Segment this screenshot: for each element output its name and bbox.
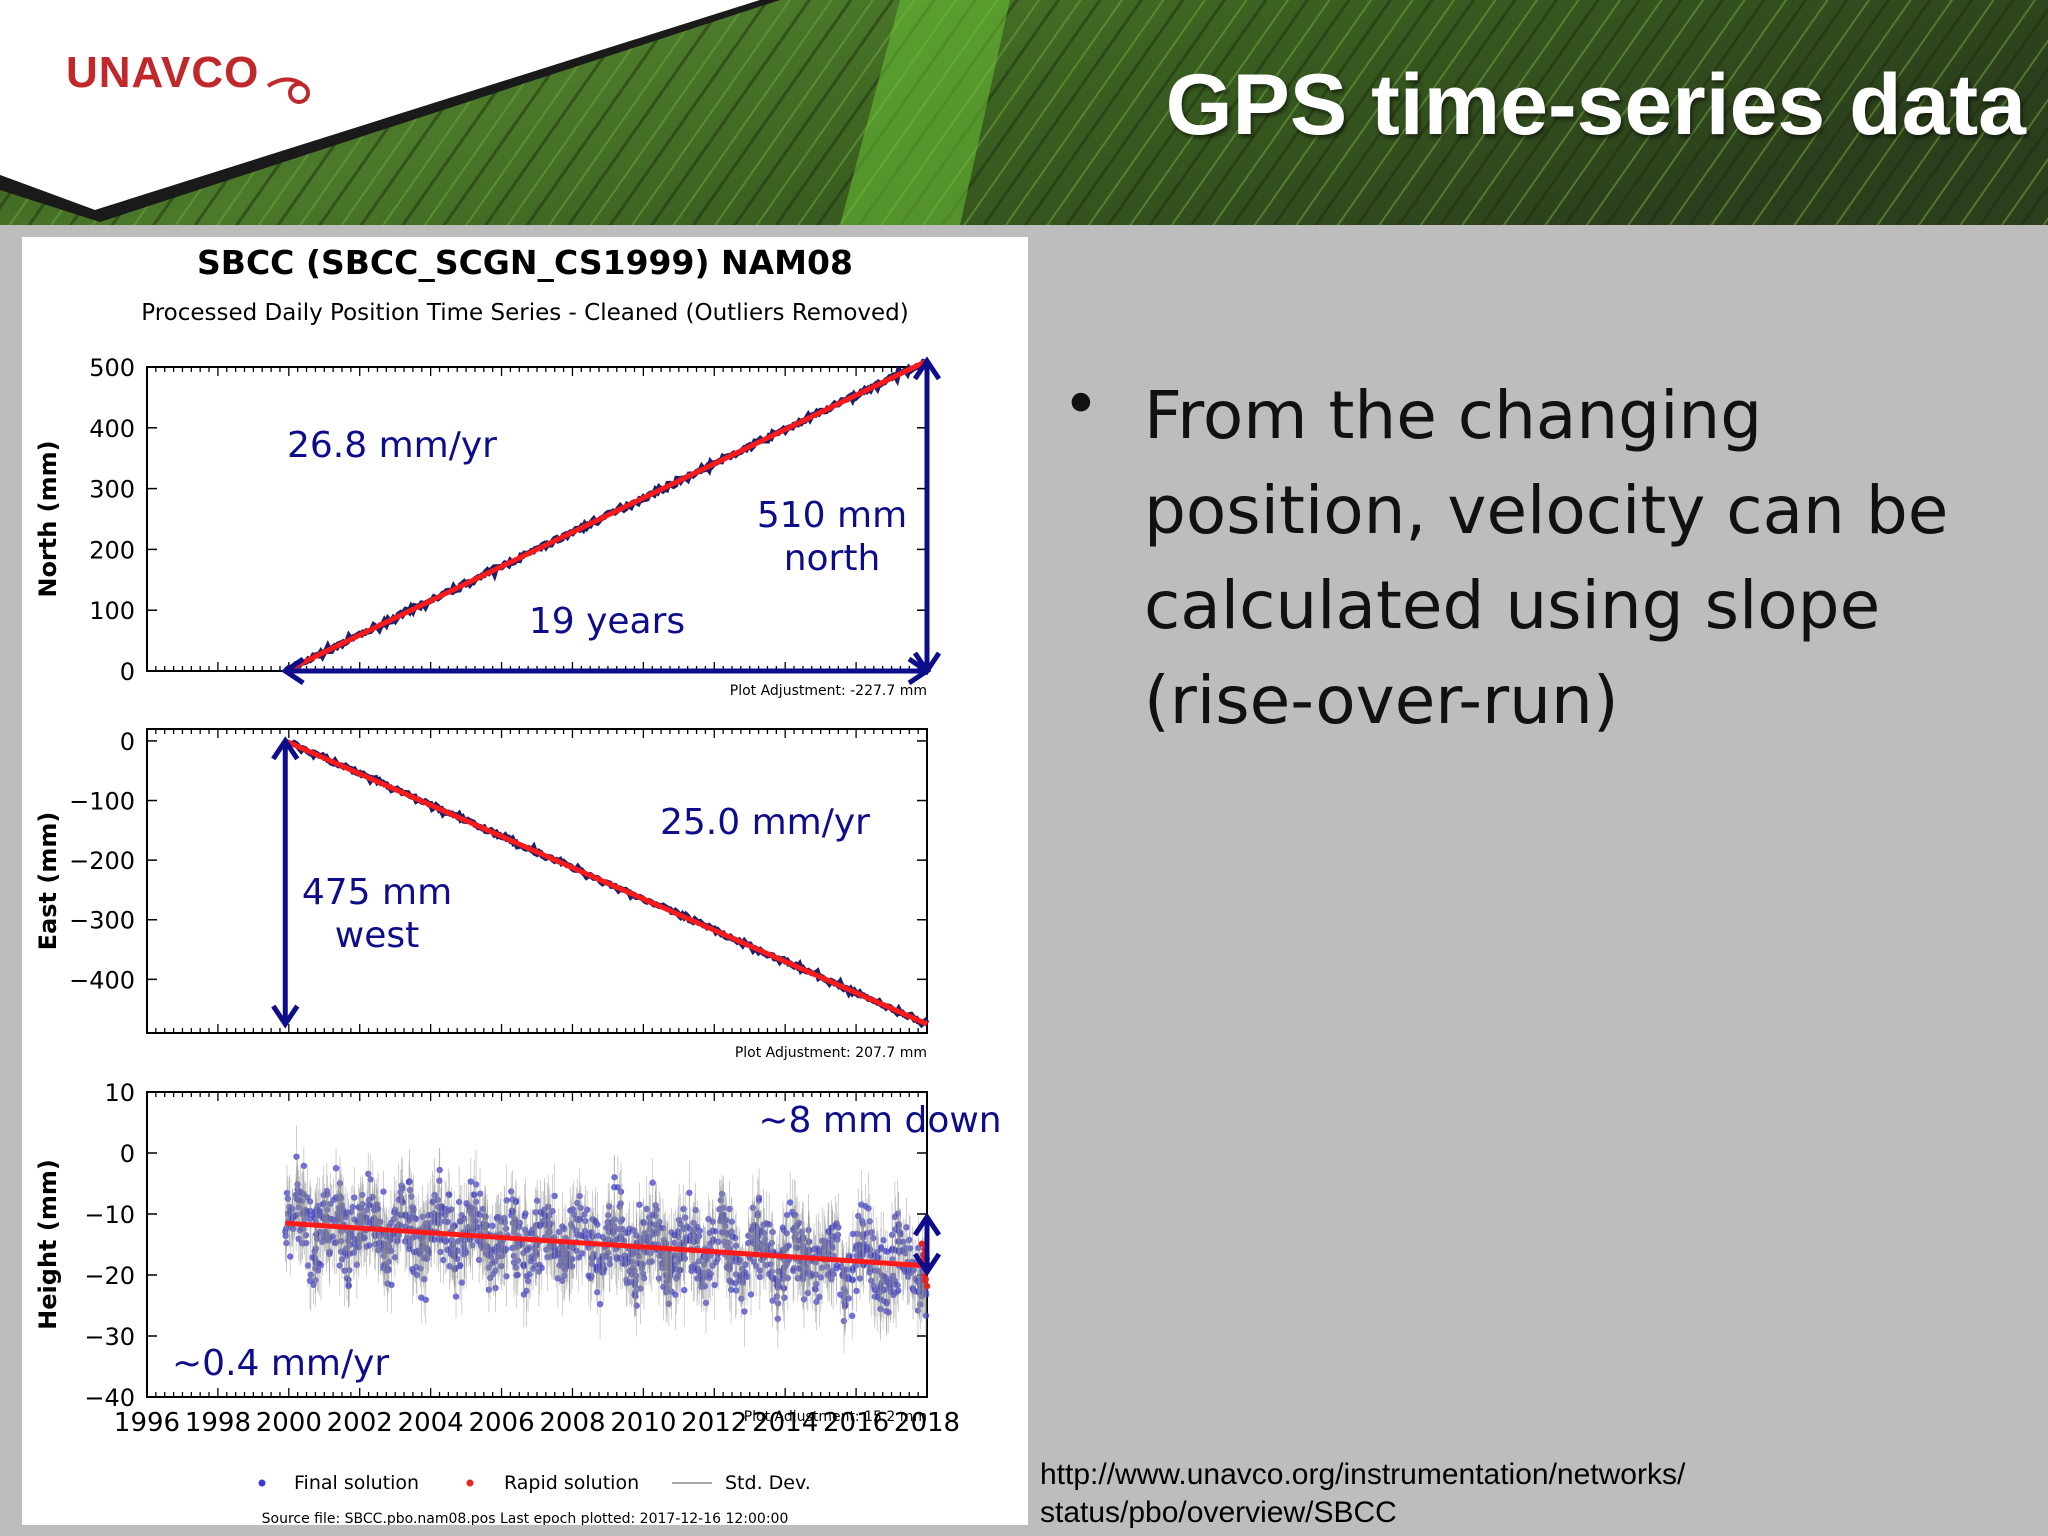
y-tick-label: 0 [120,728,135,756]
y-tick-label: 10 [104,1079,135,1107]
plot-adjustment-note: Plot Adjustment: 15.2 mm [744,1409,927,1425]
rise-label-line: west [335,915,419,956]
rise-label-line: 510 mm [757,495,907,536]
y-tick-label: 0 [120,658,135,686]
velocity-fit-line [285,1220,928,1269]
rise-label: 475 mm west [302,872,452,956]
velocity-label: 26.8 mm/yr [287,425,497,466]
chart-svg: SBCC (SBCC_SCGN_CS1999) NAM08 Processed D… [34,243,1002,1527]
legend-std-dev-label: Std. Dev. [725,1472,811,1494]
y-tick-label: 500 [89,354,135,382]
bullet-text: From the changing position, velocity can… [1144,377,1949,739]
header-banner: UNAVCO GPS time-series data [0,0,2048,225]
bullet-dot-icon: • [1062,368,1100,442]
plot-adjustment-note: Plot Adjustment: -227.7 mm [730,683,927,699]
y-tick-label: −400 [69,966,135,994]
legend-rapid-solution-label: Rapid solution [504,1472,639,1494]
y-tick-label: 400 [89,415,135,443]
y-tick-label: −100 [69,788,135,816]
logo-swoosh-icon [266,77,310,104]
x-tick-label: 2016 [823,1408,889,1438]
y-tick-label: −40 [84,1384,135,1412]
run-label: 19 years [529,601,685,642]
legend-final-solution-marker [258,1479,266,1487]
rise-label-line: 475 mm [302,872,452,913]
panel-frame [146,728,928,1034]
rapid-solution-point [923,1282,931,1290]
velocity-label: 25.0 mm/yr [660,802,870,843]
x-tick-label: 2018 [894,1408,960,1438]
slide-title: GPS time-series data [1165,57,2026,153]
x-tick-label: 1996 [114,1408,180,1438]
x-tick-label: 2006 [468,1408,534,1438]
y-tick-label: −200 [69,847,135,875]
rise-arrow-head [271,1004,300,1029]
rise-arrow-head [912,1212,942,1237]
rapid-solution-point [922,1276,929,1283]
y-tick-label: −300 [69,907,135,935]
y-axis-label: Height (mm) [34,1159,62,1330]
y-tick-label: −10 [84,1201,135,1229]
velocity-fit-line [284,738,929,1027]
y-tick-label: 300 [89,476,135,504]
chart-title: SBCC (SBCC_SCGN_CS1999) NAM08 [197,243,853,282]
y-axis-label: East (mm) [34,812,62,951]
gps-time-series-figure: SBCC (SBCC_SCGN_CS1999) NAM08 Processed D… [22,237,1028,1527]
x-tick-label: 2000 [256,1408,322,1438]
x-tick-label: 2010 [610,1408,676,1438]
rapid-solution-point [918,1240,926,1247]
legend-final-solution-label: Final solution [294,1472,419,1494]
rise-arrow-head [912,356,942,381]
velocity-fit-line [284,358,929,674]
plot-adjustment-note: Plot Adjustment: 207.7 mm [735,1045,927,1061]
rise-label: 510 mm north [757,495,907,579]
y-tick-label: −30 [84,1323,135,1351]
y-tick-label: −20 [84,1262,135,1290]
x-tick-label: 2014 [752,1408,818,1438]
source-note: Source file: SBCC.pbo.nam08.pos Last epo… [262,1511,789,1525]
y-tick-label: 100 [89,597,135,625]
unavco-logo: UNAVCO [66,48,260,97]
x-tick-label: 2004 [398,1408,464,1438]
source-url[interactable]: http://www.unavco.org/instrumentation/ne… [1040,1458,1686,1529]
x-tick-label: 1998 [185,1408,251,1438]
x-tick-label: 2012 [681,1408,747,1438]
run-arrow-head [907,656,932,686]
rise-label-line: north [784,538,881,579]
run-arrow-head [280,656,305,686]
velocity-label: ~0.4 mm/yr [172,1343,389,1384]
legend-rapid-solution-marker [466,1479,474,1487]
y-tick-label: 200 [89,536,135,564]
y-tick-label: 0 [120,1140,135,1168]
rise-arrow-head [912,1252,942,1277]
banner-background [0,0,2048,225]
rise-arrow-head [271,736,300,761]
x-tick-label: 2008 [539,1408,605,1438]
x-tick-label: 2002 [327,1408,393,1438]
y-axis-label: North (mm) [34,440,62,597]
chart-subtitle: Processed Daily Position Time Series - C… [141,300,909,326]
rise-label: ~8 mm down [758,1100,1001,1141]
